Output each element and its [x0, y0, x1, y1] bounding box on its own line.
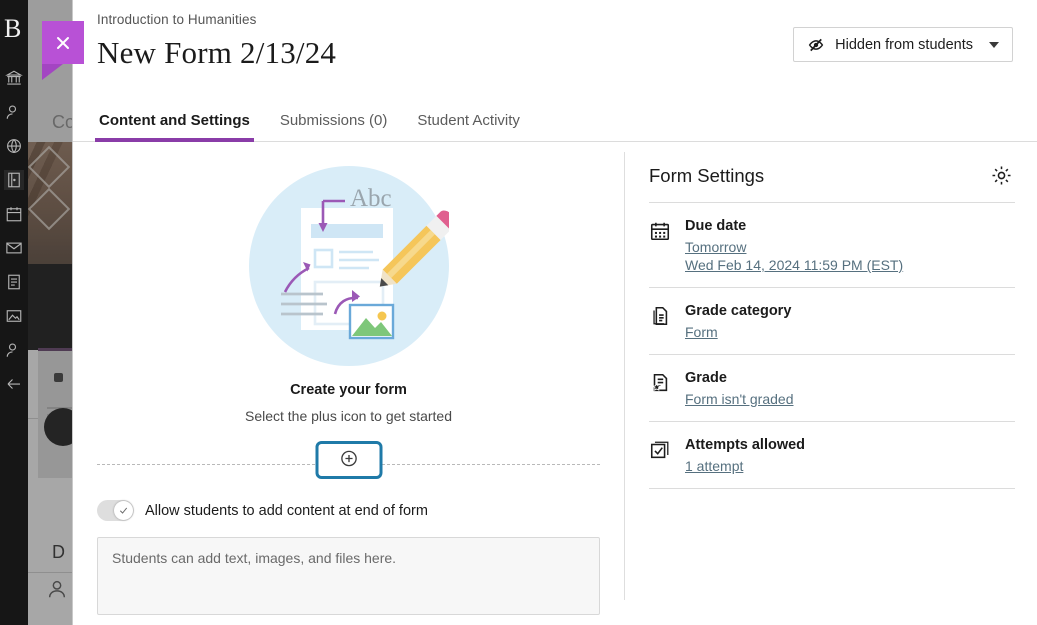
background-photo: [28, 142, 80, 264]
person-icon: [46, 578, 68, 600]
allow-students-label: Allow students to add content at end of …: [145, 502, 428, 519]
background-block: [28, 264, 80, 350]
background-nav-rail[interactable]: B: [0, 0, 28, 625]
panel-header: Introduction to Humanities New Form 2/13…: [73, 0, 1037, 96]
person-icon[interactable]: [4, 340, 24, 360]
tab-submissions[interactable]: Submissions (0): [278, 112, 390, 141]
setting-grade-category: Grade category Form: [649, 288, 1015, 355]
due-date-absolute-link[interactable]: Wed Feb 14, 2024 11:59 PM (EST): [685, 257, 904, 273]
grade-star-icon: [649, 370, 672, 407]
document-icon[interactable]: [4, 272, 24, 292]
settings-title: Form Settings: [649, 164, 765, 186]
grade-category-link[interactable]: Form: [685, 324, 718, 340]
attempts-check-icon: [649, 437, 672, 474]
close-panel-button[interactable]: [42, 21, 84, 64]
setting-label: Attempts allowed: [685, 437, 806, 453]
tab-bar[interactable]: Content and Settings Submissions (0) Stu…: [73, 96, 1037, 142]
back-arrow-icon[interactable]: [4, 374, 24, 394]
tab-content-and-settings[interactable]: Content and Settings: [95, 112, 254, 142]
settings-rule: [649, 202, 1015, 203]
empty-state-subtitle: Select the plus icon to get started: [244, 408, 452, 424]
create-form-illustration: Abc: [248, 166, 449, 366]
breadcrumb: Introduction to Humanities: [97, 12, 257, 27]
column-divider: [624, 152, 625, 600]
setting-label: Grade category: [685, 303, 792, 319]
door-icon[interactable]: [4, 170, 24, 190]
visibility-label: Hidden from students: [835, 36, 973, 53]
form-settings-column: Form Settings: [625, 142, 1037, 620]
form-panel: Introduction to Humanities New Form 2/13…: [72, 0, 1037, 625]
brand-letter: B: [4, 14, 22, 43]
institution-icon[interactable]: [4, 68, 24, 88]
allow-students-toggle[interactable]: [97, 500, 134, 521]
grade-link[interactable]: Form isn't graded: [685, 391, 794, 407]
attempts-link[interactable]: 1 attempt: [685, 458, 744, 474]
setting-due-date: Due date Tomorrow Wed Feb 14, 2024 11:59…: [649, 203, 1015, 288]
visibility-dropdown-button[interactable]: Hidden from students: [793, 27, 1013, 62]
setting-attempts-allowed: Attempts allowed 1 attempt: [649, 422, 1015, 489]
check-icon: [119, 507, 128, 514]
globe-icon[interactable]: [4, 136, 24, 156]
document-copy-icon: [649, 303, 672, 340]
student-content-placeholder: Students can add text, images, and files…: [112, 550, 397, 566]
due-date-relative-link[interactable]: Tomorrow: [685, 239, 747, 255]
background-fragment: D: [52, 542, 65, 562]
allow-students-toggle-row: Allow students to add content at end of …: [97, 500, 624, 521]
empty-state-title: Create your form: [290, 382, 407, 398]
form-content-column: Abc: [73, 142, 624, 620]
add-content-button[interactable]: [315, 441, 382, 479]
toggle-knob: [114, 501, 133, 520]
setting-label: Due date: [685, 218, 747, 234]
close-tab-tail: [42, 64, 84, 80]
tab-student-activity[interactable]: Student Activity: [415, 112, 522, 141]
eye-off-icon: [807, 36, 825, 54]
setting-label: Grade: [685, 370, 727, 386]
setting-grade: Grade Form isn't graded: [649, 355, 1015, 422]
student-content-area[interactable]: Students can add text, images, and files…: [97, 537, 600, 615]
image-icon[interactable]: [4, 306, 24, 326]
panel-body: Abc: [73, 142, 1037, 620]
calendar-icon[interactable]: [4, 204, 24, 224]
chevron-down-icon: [989, 41, 999, 48]
person-icon[interactable]: [4, 102, 24, 122]
svg-text:Abc: Abc: [350, 185, 392, 212]
page-title: New Form 2/13/24: [97, 35, 337, 70]
calendar-icon: [649, 218, 672, 273]
envelope-icon[interactable]: [4, 238, 24, 258]
settings-gear-button[interactable]: [988, 162, 1015, 189]
gear-icon: [990, 166, 1013, 190]
plus-circle-icon: [339, 449, 358, 471]
